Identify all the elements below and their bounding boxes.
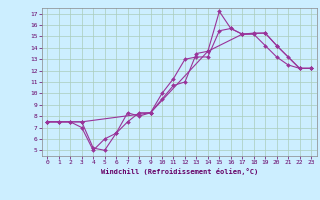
X-axis label: Windchill (Refroidissement éolien,°C): Windchill (Refroidissement éolien,°C) (100, 168, 258, 175)
